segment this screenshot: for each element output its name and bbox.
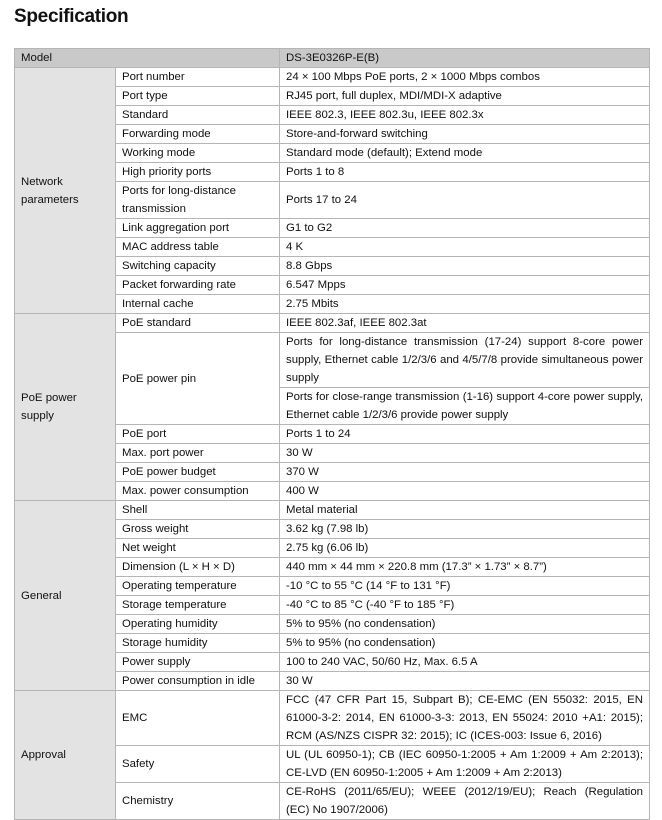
spec-label: PoE standard <box>115 313 280 333</box>
spec-row: Max. power consumption 400 W <box>15 481 650 501</box>
spec-label: Max. power consumption <box>115 481 280 501</box>
model-value: DS-3E0326P-E(B) <box>279 48 650 68</box>
spec-row: Approval EMC FCC (47 CFR Part 15, Subpart … <box>14 690 650 820</box>
spec-value: 400 W <box>279 481 650 501</box>
spec-value: 30 W <box>279 443 650 463</box>
spec-label: Ports for long-distance transmission <box>115 181 280 219</box>
spec-label: Power consumption in idle <box>115 671 280 691</box>
spec-value: G1 to G2 <box>279 218 650 238</box>
spec-value: Store-and-forward switching <box>279 124 650 144</box>
spec-label: Internal cache <box>115 294 280 314</box>
spec-label: Storage temperature <box>115 595 280 615</box>
spec-value: 440 mm × 44 mm × 220.8 mm (17.3” × 1.73”… <box>279 557 650 577</box>
spec-label: Storage humidity <box>115 633 280 653</box>
spec-value: CE-RoHS (2011/65/EU); WEEE (2012/19/EU);… <box>279 782 650 820</box>
spec-row: Switching capacity 8.8 Gbps <box>15 256 650 276</box>
spec-value: 5% to 95% (no condensation) <box>279 614 650 634</box>
spec-value: 6.547 Mpps <box>279 275 650 295</box>
spec-label: Packet forwarding rate <box>115 275 280 295</box>
group-label: General <box>14 500 116 691</box>
spec-value: 4 K <box>279 237 650 257</box>
spec-label: Forwarding mode <box>115 124 280 144</box>
spec-row: PoE power budget 370 W <box>15 462 650 482</box>
spec-value: Ports 17 to 24 <box>279 181 650 219</box>
spec-label: Port type <box>115 86 280 106</box>
spec-row: General Shell Metal material <box>14 500 650 691</box>
spec-value: Standard mode (default); Extend mode <box>279 143 650 163</box>
spec-label: Power supply <box>115 652 280 672</box>
spec-value: RJ45 port, full duplex, MDI/MDI-X adapti… <box>279 86 650 106</box>
spec-value: FCC (47 CFR Part 15, Subpart B); CE-EMC … <box>279 690 650 746</box>
spec-row: PoE port Ports 1 to 24 <box>15 424 650 444</box>
spec-label: Working mode <box>115 143 280 163</box>
spec-value: Metal material <box>279 500 650 520</box>
spec-label: Net weight <box>115 538 280 558</box>
spec-value: 5% to 95% (no condensation) <box>279 633 650 653</box>
spec-label: MAC address table <box>115 237 280 257</box>
spec-row: Operating temperature -10 °C to 55 °C (14… <box>15 576 650 596</box>
spec-value: 8.8 Gbps <box>279 256 650 276</box>
spec-label: Operating humidity <box>115 614 280 634</box>
spec-row: Packet forwarding rate 6.547 Mpps <box>15 275 650 295</box>
model-row: Model DS-3E0326P-E(B) <box>14 48 650 68</box>
spec-row: PoE power pin Ports for long-distance tra… <box>15 332 650 425</box>
spec-label: Max. port power <box>115 443 280 463</box>
spec-label: Operating temperature <box>115 576 280 596</box>
spec-label: Chemistry <box>115 782 280 820</box>
specification-table: Model DS-3E0326P-E(B) Network parameters… <box>14 48 650 820</box>
spec-row: PoE power supply PoE standard IEEE 802.3af… <box>14 313 650 501</box>
spec-value: IEEE 802.3, IEEE 802.3u, IEEE 802.3x <box>279 105 650 125</box>
spec-label: Dimension (L × H × D) <box>115 557 280 577</box>
group-label: Network parameters <box>14 67 116 314</box>
spec-value: Ports 1 to 8 <box>279 162 650 182</box>
spec-value: IEEE 802.3af, IEEE 802.3at <box>279 313 650 333</box>
spec-row: Storage temperature -40 °C to 85 °C (-40 … <box>15 595 650 615</box>
spec-label: Shell <box>115 500 280 520</box>
spec-row: Chemistry CE-RoHS (2011/65/EU); WEEE (201… <box>15 782 650 820</box>
spec-value: 370 W <box>279 462 650 482</box>
spec-value: 2.75 Mbits <box>279 294 650 314</box>
spec-label: Switching capacity <box>115 256 280 276</box>
spec-row: Power supply 100 to 240 VAC, 50/60 Hz, Ma… <box>15 652 650 672</box>
spec-row: High priority ports Ports 1 to 8 <box>15 162 650 182</box>
spec-value: UL (UL 60950-1); CB (IEC 60950-1:2005 + … <box>279 745 650 783</box>
spec-label: Safety <box>115 745 280 783</box>
page-title: Specification <box>14 6 129 27</box>
spec-row: Forwarding mode Store-and-forward switchi… <box>15 124 650 144</box>
spec-label: PoE port <box>115 424 280 444</box>
spec-value: Ports for long-distance transmission (17… <box>279 332 650 388</box>
spec-row: MAC address table 4 K <box>15 237 650 257</box>
spec-label: EMC <box>115 690 280 746</box>
spec-row: Safety UL (UL 60950-1); CB (IEC 60950-1:2… <box>15 745 650 783</box>
spec-value: 3.62 kg (7.98 lb) <box>279 519 650 539</box>
spec-row: Power consumption in idle 30 W <box>15 671 650 691</box>
group-label: Approval <box>14 690 116 820</box>
spec-row: Network parameters Port number 24 × 100 Mb… <box>14 67 650 314</box>
spec-label: PoE power pin <box>115 332 280 425</box>
spec-label: Standard <box>115 105 280 125</box>
spec-value: Ports 1 to 24 <box>279 424 650 444</box>
spec-label: Port number <box>115 67 280 87</box>
spec-value: 24 × 100 Mbps PoE ports, 2 × 1000 Mbps c… <box>279 67 650 87</box>
spec-value: Ports for close-range transmission (1-16… <box>279 387 650 425</box>
group-label: PoE power supply <box>14 313 116 501</box>
spec-label: Gross weight <box>115 519 280 539</box>
spec-label: High priority ports <box>115 162 280 182</box>
spec-value: 2.75 kg (6.06 lb) <box>279 538 650 558</box>
spec-row: Ports for long-distance transmission Port… <box>15 181 650 219</box>
spec-value: -40 °C to 85 °C (-40 °F to 185 °F) <box>279 595 650 615</box>
spec-value: 30 W <box>279 671 650 691</box>
spec-label: Link aggregation port <box>115 218 280 238</box>
model-label: Model <box>14 48 280 68</box>
spec-value: -10 °C to 55 °C (14 °F to 131 °F) <box>279 576 650 596</box>
spec-row: Max. port power 30 W <box>15 443 650 463</box>
spec-value: 100 to 240 VAC, 50/60 Hz, Max. 6.5 A <box>279 652 650 672</box>
spec-label: PoE power budget <box>115 462 280 482</box>
spec-row: Storage humidity 5% to 95% (no condensati… <box>15 633 650 653</box>
